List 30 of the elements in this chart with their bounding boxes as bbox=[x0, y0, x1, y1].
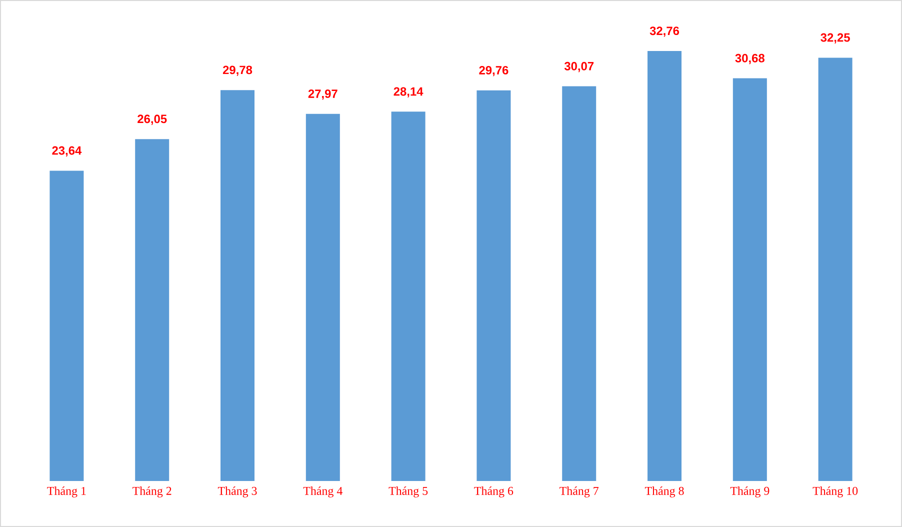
bar bbox=[562, 86, 596, 481]
x-tick-label: Tháng 4 bbox=[303, 486, 342, 498]
data-label: 23,64 bbox=[52, 146, 82, 156]
x-tick-label: Tháng 6 bbox=[474, 486, 514, 498]
x-tick-label: Tháng 10 bbox=[812, 486, 858, 498]
x-tick-label: Tháng 2 bbox=[132, 486, 172, 498]
data-label: 29,78 bbox=[222, 66, 252, 76]
data-label: 32,25 bbox=[820, 33, 850, 44]
data-label: 30,68 bbox=[735, 54, 764, 64]
bar bbox=[306, 114, 340, 481]
bar bbox=[476, 90, 511, 481]
x-tick-label: Tháng 9 bbox=[730, 486, 770, 498]
x-tick-label: Tháng 5 bbox=[388, 486, 428, 498]
data-label: 26,05 bbox=[138, 114, 167, 125]
x-tick-label: Tháng 7 bbox=[560, 486, 599, 498]
data-label: 29,76 bbox=[479, 66, 508, 76]
bar bbox=[391, 112, 426, 481]
x-tick-label: Tháng 8 bbox=[644, 486, 684, 498]
data-label: 30,07 bbox=[564, 62, 594, 72]
bar bbox=[220, 90, 255, 481]
bar bbox=[135, 139, 170, 481]
bar bbox=[818, 58, 852, 481]
bar bbox=[50, 170, 84, 481]
data-label: 32,76 bbox=[650, 26, 680, 37]
x-tick-label: Tháng 3 bbox=[218, 486, 257, 498]
data-label: 28,14 bbox=[394, 87, 424, 98]
bar bbox=[648, 50, 682, 481]
data-label: 27,97 bbox=[308, 89, 338, 100]
x-tick-label: Tháng 1 bbox=[47, 486, 86, 498]
bar bbox=[732, 78, 767, 481]
